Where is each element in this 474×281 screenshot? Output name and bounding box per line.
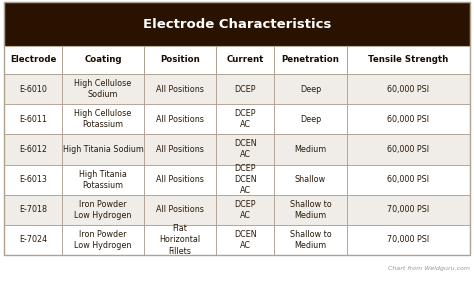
Text: 60,000 PSI: 60,000 PSI <box>387 115 429 124</box>
Bar <box>4 46 470 74</box>
Bar <box>144 225 216 255</box>
Bar <box>346 164 470 195</box>
Text: Iron Powder
Low Hydrogen: Iron Powder Low Hydrogen <box>74 230 132 250</box>
Bar <box>144 104 216 134</box>
Bar <box>346 46 470 74</box>
Text: Penetration: Penetration <box>282 56 339 65</box>
Bar <box>4 46 62 74</box>
Bar <box>346 134 470 164</box>
Text: DCEP
AC: DCEP AC <box>235 200 256 220</box>
Text: All Positions: All Positions <box>156 175 204 184</box>
Bar <box>62 195 144 225</box>
Bar <box>4 74 470 104</box>
Text: Coating: Coating <box>84 56 122 65</box>
Text: High Titania Sodium: High Titania Sodium <box>63 145 144 154</box>
Text: E-7018: E-7018 <box>19 205 47 214</box>
Bar <box>216 164 274 195</box>
Text: Shallow to
Medium: Shallow to Medium <box>290 200 331 220</box>
Text: Deep: Deep <box>300 115 321 124</box>
Bar <box>216 104 274 134</box>
Bar <box>346 74 470 104</box>
Bar <box>144 164 216 195</box>
Text: DCEP
DCEN
AC: DCEP DCEN AC <box>234 164 256 195</box>
Bar <box>346 195 470 225</box>
Text: Chart from Weldguru.com: Chart from Weldguru.com <box>388 266 470 271</box>
Bar <box>4 104 470 134</box>
Bar <box>4 164 62 195</box>
Bar <box>216 195 274 225</box>
Text: E-6013: E-6013 <box>19 175 47 184</box>
Bar <box>274 46 346 74</box>
Bar <box>274 134 346 164</box>
Bar <box>62 46 144 74</box>
Text: DCEN
AC: DCEN AC <box>234 139 256 159</box>
Bar <box>4 195 470 225</box>
Bar <box>4 225 62 255</box>
Text: Shallow to
Medium: Shallow to Medium <box>290 230 331 250</box>
Text: 60,000 PSI: 60,000 PSI <box>387 145 429 154</box>
Bar <box>144 46 216 74</box>
Text: E-7024: E-7024 <box>19 235 47 244</box>
Bar <box>144 134 216 164</box>
Text: All Positions: All Positions <box>156 205 204 214</box>
Text: E-6012: E-6012 <box>19 145 47 154</box>
Text: E-6011: E-6011 <box>19 115 47 124</box>
Text: Position: Position <box>160 56 200 65</box>
Text: High Titania
Potassium: High Titania Potassium <box>79 169 127 190</box>
Bar <box>216 225 274 255</box>
Bar <box>4 2 470 46</box>
Bar <box>144 74 216 104</box>
Text: Current: Current <box>227 56 264 65</box>
Text: Medium: Medium <box>294 145 327 154</box>
Bar <box>274 195 346 225</box>
Text: Deep: Deep <box>300 85 321 94</box>
Bar <box>4 134 470 164</box>
Bar <box>4 225 470 255</box>
Bar <box>62 164 144 195</box>
Text: 60,000 PSI: 60,000 PSI <box>387 85 429 94</box>
Text: Shallow: Shallow <box>295 175 326 184</box>
Text: Flat
Horizontal
Fillets: Flat Horizontal Fillets <box>159 224 201 255</box>
Text: E-6010: E-6010 <box>19 85 47 94</box>
Bar <box>4 134 62 164</box>
Bar <box>274 104 346 134</box>
Bar <box>274 225 346 255</box>
Text: Electrode Characteristics: Electrode Characteristics <box>143 17 331 31</box>
Text: Electrode: Electrode <box>10 56 56 65</box>
Text: 70,000 PSI: 70,000 PSI <box>387 235 429 244</box>
Bar <box>144 195 216 225</box>
Bar <box>62 74 144 104</box>
Bar <box>4 195 62 225</box>
Text: All Positions: All Positions <box>156 145 204 154</box>
Bar <box>62 134 144 164</box>
Bar <box>62 225 144 255</box>
Text: DCEP
AC: DCEP AC <box>235 109 256 129</box>
Bar <box>4 164 470 195</box>
Bar <box>274 164 346 195</box>
Bar <box>4 104 62 134</box>
Bar <box>62 104 144 134</box>
Text: High Cellulose
Sodium: High Cellulose Sodium <box>74 79 132 99</box>
Bar <box>216 134 274 164</box>
Bar <box>346 104 470 134</box>
Text: DCEP: DCEP <box>235 85 256 94</box>
Text: All Positions: All Positions <box>156 115 204 124</box>
Bar <box>274 74 346 104</box>
Text: High Cellulose
Potassium: High Cellulose Potassium <box>74 109 132 129</box>
Bar <box>216 74 274 104</box>
Bar <box>4 74 62 104</box>
Text: DCEN
AC: DCEN AC <box>234 230 256 250</box>
Text: All Positions: All Positions <box>156 85 204 94</box>
Text: 60,000 PSI: 60,000 PSI <box>387 175 429 184</box>
Text: 70,000 PSI: 70,000 PSI <box>387 205 429 214</box>
Bar <box>216 46 274 74</box>
Text: Iron Powder
Low Hydrogen: Iron Powder Low Hydrogen <box>74 200 132 220</box>
Text: Tensile Strength: Tensile Strength <box>368 56 448 65</box>
Bar <box>346 225 470 255</box>
